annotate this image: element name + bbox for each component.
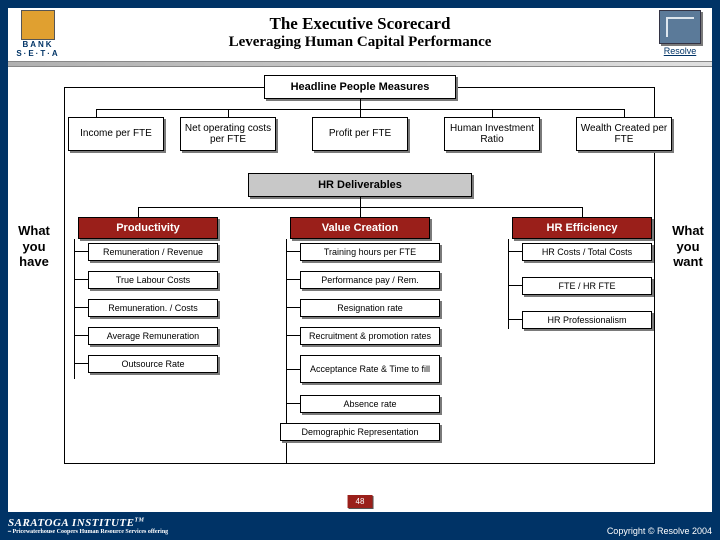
label-what-you-have: What you have: [12, 223, 56, 270]
prod-item: Outsource Rate: [88, 355, 218, 373]
page-number: 48: [348, 495, 373, 508]
footer: SARATOGA INSTITUTETM ⎯ Pricewaterhouse C…: [8, 517, 712, 536]
section-hr-deliverables: HR Deliverables: [248, 173, 472, 197]
prod-item: Average Remuneration: [88, 327, 218, 345]
section-headline: Headline People Measures: [264, 75, 456, 99]
headline-item: Human Investment Ratio: [444, 117, 540, 151]
logo-bankseta: BANK S·E·T·A: [14, 10, 62, 58]
footer-copyright: Copyright © Resolve 2004: [607, 526, 712, 536]
vc-item: Demographic Representation: [280, 423, 440, 441]
hre-item: FTE / HR FTE: [522, 277, 652, 295]
vc-item: Recruitment & promotion rates: [300, 327, 440, 345]
divider: [8, 61, 712, 67]
prod-item: True Labour Costs: [88, 271, 218, 289]
slide-body: BANK S·E·T·A The Executive Scorecard Lev…: [8, 8, 712, 512]
vc-item: Resignation rate: [300, 299, 440, 317]
page-subtitle: Leveraging Human Capital Performance: [8, 34, 712, 51]
headline-item: Wealth Created per FTE: [576, 117, 672, 151]
page-title: The Executive Scorecard: [8, 14, 712, 34]
footer-institute: SARATOGA INSTITUTETM ⎯ Pricewaterhouse C…: [8, 517, 168, 536]
vc-item: Performance pay / Rem.: [300, 271, 440, 289]
vc-item: Absence rate: [300, 395, 440, 413]
logo-resolve: Resolve: [654, 10, 706, 56]
headline-item: Net operating costs per FTE: [180, 117, 276, 151]
hre-item: HR Professionalism: [522, 311, 652, 329]
pillar-productivity: Productivity: [78, 217, 218, 239]
headline-item: Income per FTE: [68, 117, 164, 151]
headline-item: Profit per FTE: [312, 117, 408, 151]
vc-item: Training hours per FTE: [300, 243, 440, 261]
label-what-you-want: What you want: [666, 223, 710, 270]
pillar-value-creation: Value Creation: [290, 217, 430, 239]
prod-item: Remuneration. / Costs: [88, 299, 218, 317]
vc-item: Acceptance Rate & Time to fill: [300, 355, 440, 383]
header: BANK S·E·T·A The Executive Scorecard Lev…: [8, 8, 712, 61]
diagram: Headline People Measures Income per FTE …: [8, 73, 712, 481]
prod-item: Remuneration / Revenue: [88, 243, 218, 261]
hre-item: HR Costs / Total Costs: [522, 243, 652, 261]
pillar-hr-efficiency: HR Efficiency: [512, 217, 652, 239]
